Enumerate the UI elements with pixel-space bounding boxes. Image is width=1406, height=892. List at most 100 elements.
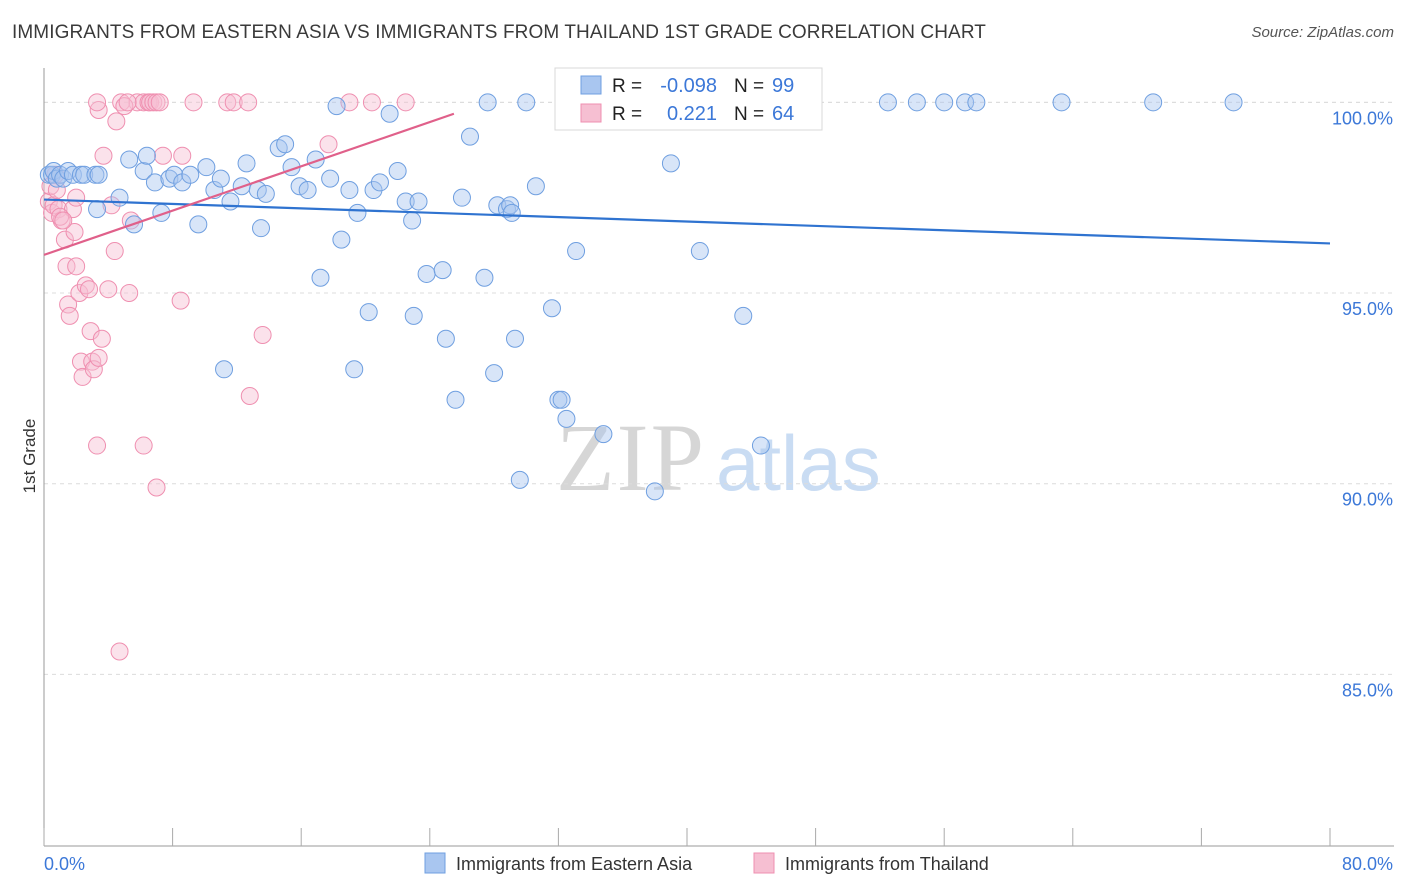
eastern-asia-point[interactable]	[488, 196, 507, 215]
thailand-point[interactable]	[54, 211, 73, 230]
eastern-asia-point[interactable]	[433, 261, 452, 280]
eastern-asia-point[interactable]	[594, 425, 613, 444]
thailand-point[interactable]	[120, 284, 139, 303]
eastern-asia-point[interactable]	[502, 203, 521, 222]
eastern-asia-point[interactable]	[89, 165, 108, 184]
eastern-asia-point[interactable]	[197, 158, 216, 177]
eastern-asia-point[interactable]	[661, 154, 680, 173]
eastern-asia-point[interactable]	[359, 303, 378, 322]
eastern-asia-point[interactable]	[252, 219, 271, 238]
eastern-asia-point[interactable]	[417, 264, 436, 283]
eastern-asia-point[interactable]	[1224, 93, 1243, 112]
thailand-point[interactable]	[396, 93, 415, 112]
eastern-asia-point[interactable]	[645, 482, 664, 501]
thailand-point[interactable]	[153, 146, 172, 165]
thailand-point[interactable]	[57, 257, 76, 276]
eastern-asia-point[interactable]	[501, 196, 520, 215]
eastern-asia-point[interactable]	[388, 161, 407, 180]
eastern-asia-point[interactable]	[327, 97, 346, 116]
eastern-asia-point[interactable]	[311, 268, 330, 287]
eastern-asia-point[interactable]	[237, 154, 256, 173]
eastern-asia-point[interactable]	[475, 268, 494, 287]
thailand-point[interactable]	[88, 436, 107, 455]
thailand-point[interactable]	[88, 93, 107, 112]
eastern-asia-point[interactable]	[452, 188, 471, 207]
eastern-asia-point[interactable]	[215, 360, 234, 379]
thailand-point[interactable]	[84, 360, 103, 379]
thailand-point[interactable]	[89, 100, 108, 119]
thailand-point[interactable]	[107, 112, 126, 131]
eastern-asia-point[interactable]	[1052, 93, 1071, 112]
eastern-asia-point[interactable]	[348, 203, 367, 222]
eastern-asia-point[interactable]	[321, 169, 340, 188]
eastern-asia-point[interactable]	[380, 104, 399, 123]
thailand-point[interactable]	[319, 135, 338, 154]
thailand-point[interactable]	[105, 242, 124, 261]
thailand-point[interactable]	[99, 280, 118, 299]
thailand-point[interactable]	[173, 146, 192, 165]
eastern-asia-point[interactable]	[145, 173, 164, 192]
thailand-point[interactable]	[67, 188, 86, 207]
eastern-asia-point[interactable]	[567, 242, 586, 261]
eastern-asia-point[interactable]	[485, 364, 504, 383]
eastern-asia-point[interactable]	[557, 409, 576, 428]
eastern-asia-point[interactable]	[517, 93, 536, 112]
eastern-asia-point[interactable]	[276, 135, 295, 154]
eastern-asia-point[interactable]	[181, 165, 200, 184]
legend-item-eastern-asia[interactable]: Immigrants from Eastern Asia	[424, 852, 693, 874]
eastern-asia-point[interactable]	[510, 470, 529, 489]
thailand-point[interactable]	[59, 295, 78, 314]
thailand-point[interactable]	[184, 93, 203, 112]
eastern-asia-point[interactable]	[967, 93, 986, 112]
eastern-asia-point[interactable]	[110, 188, 129, 207]
eastern-asia-point[interactable]	[1144, 93, 1163, 112]
thailand-point[interactable]	[80, 280, 99, 299]
eastern-asia-point[interactable]	[542, 299, 561, 318]
thailand-point[interactable]	[218, 93, 237, 112]
thailand-point[interactable]	[147, 478, 166, 497]
thailand-point[interactable]	[240, 386, 259, 405]
eastern-asia-point[interactable]	[436, 329, 455, 348]
eastern-asia-point[interactable]	[298, 181, 317, 200]
eastern-asia-point[interactable]	[446, 390, 465, 409]
thailand-point[interactable]	[134, 93, 153, 112]
eastern-asia-point[interactable]	[364, 181, 383, 200]
source-credit[interactable]: Source: ZipAtlas.com	[1251, 24, 1394, 41]
eastern-asia-point[interactable]	[734, 306, 753, 325]
eastern-asia-point[interactable]	[907, 93, 926, 112]
eastern-asia-point[interactable]	[134, 161, 153, 180]
eastern-asia-point[interactable]	[88, 200, 107, 219]
thailand-point[interactable]	[150, 93, 169, 112]
eastern-asia-point[interactable]	[478, 93, 497, 112]
eastern-asia-point[interactable]	[878, 93, 897, 112]
eastern-asia-point[interactable]	[403, 211, 422, 230]
eastern-asia-point[interactable]	[404, 306, 423, 325]
eastern-asia-point[interactable]	[189, 215, 208, 234]
eastern-asia-point[interactable]	[409, 192, 428, 211]
thailand-point[interactable]	[171, 291, 190, 310]
eastern-asia-point[interactable]	[505, 329, 524, 348]
eastern-asia-point[interactable]	[751, 436, 770, 455]
thailand-point[interactable]	[70, 284, 89, 303]
thailand-point[interactable]	[110, 642, 129, 661]
thailand-point[interactable]	[224, 93, 243, 112]
eastern-asia-point[interactable]	[370, 173, 389, 192]
thailand-point[interactable]	[94, 146, 113, 165]
eastern-asia-point[interactable]	[345, 360, 364, 379]
eastern-asia-point[interactable]	[137, 146, 156, 165]
eastern-asia-point[interactable]	[460, 127, 479, 146]
eastern-asia-point[interactable]	[120, 150, 139, 169]
thailand-point[interactable]	[118, 93, 137, 112]
thailand-point[interactable]	[253, 325, 272, 344]
thailand-point[interactable]	[134, 436, 153, 455]
thailand-point[interactable]	[92, 329, 111, 348]
eastern-asia-point[interactable]	[221, 192, 240, 211]
eastern-asia-point[interactable]	[396, 192, 415, 211]
legend-item-thailand[interactable]: Immigrants from Thailand	[753, 852, 989, 874]
eastern-asia-point[interactable]	[340, 181, 359, 200]
eastern-asia-point[interactable]	[211, 169, 230, 188]
eastern-asia-point[interactable]	[552, 390, 571, 409]
eastern-asia-point[interactable]	[526, 177, 545, 196]
thailand-point[interactable]	[239, 93, 258, 112]
eastern-asia-point[interactable]	[256, 184, 275, 203]
